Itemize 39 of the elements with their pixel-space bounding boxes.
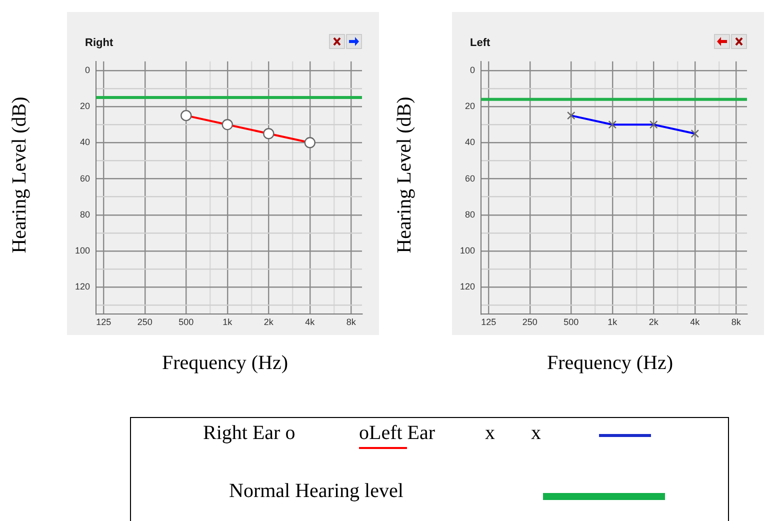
x-tick-label: 500 <box>178 317 194 328</box>
x-tick-label: 1k <box>608 317 618 328</box>
y-tick-label: 0 <box>85 64 90 75</box>
x-tick-label: 2k <box>264 317 274 328</box>
y-tick-label: 120 <box>460 282 476 292</box>
x-tick-label: 8k <box>731 317 742 328</box>
y-tick-label: 120 <box>74 282 90 292</box>
x-tick-label: 500 <box>564 317 579 328</box>
chart-title: Right <box>85 37 114 49</box>
y-axis-title: Hearing Level (dB) <box>394 96 416 254</box>
x-tick-label: 8k <box>346 317 356 328</box>
y-tick-label: 60 <box>80 173 90 184</box>
chart-title: Left <box>470 37 490 49</box>
text: Normal Hearing level <box>229 480 404 503</box>
text: Right Ear o <box>203 422 296 445</box>
y-tick-label: 60 <box>465 173 476 184</box>
y-tick-label: 40 <box>80 137 90 148</box>
x-tick-label: 125 <box>96 317 112 328</box>
x-axis-title: Frequency (Hz) <box>162 352 288 375</box>
text: oLeft Ear <box>359 422 436 445</box>
y-tick-label: 20 <box>465 101 476 112</box>
x-tick-label: 1k <box>222 317 233 328</box>
y-tick-label: 100 <box>460 245 476 256</box>
text: x <box>531 422 541 445</box>
x-tick-label: 250 <box>137 317 152 328</box>
y-tick-label: 40 <box>465 137 476 148</box>
text: x <box>485 422 495 445</box>
x-tick-label: 4k <box>305 317 316 328</box>
y-axis-title: Hearing Level (dB) <box>8 96 32 254</box>
y-tick-label: 80 <box>465 209 476 220</box>
x-tick-label: 4k <box>690 317 700 328</box>
y-tick-label: 20 <box>80 101 90 112</box>
x-tick-label: 125 <box>481 317 496 328</box>
y-tick-label: 100 <box>74 245 90 256</box>
y-tick-label: 0 <box>470 64 476 75</box>
y-tick-label: 80 <box>80 209 90 220</box>
x-tick-label: 250 <box>522 317 538 328</box>
x-tick-label: 2k <box>648 317 659 328</box>
x-axis-title: Frequency (Hz) <box>546 352 674 375</box>
